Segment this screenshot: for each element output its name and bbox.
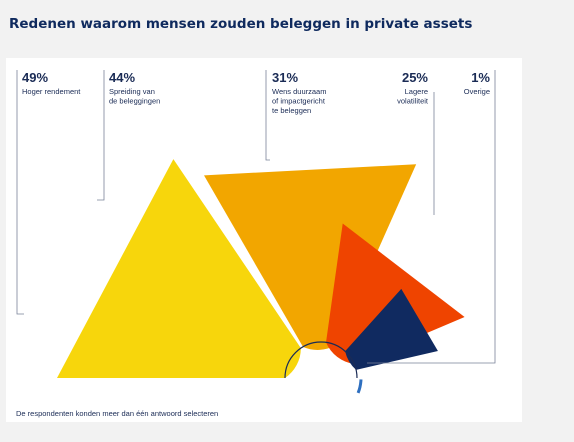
slice-value-label: 31% [272, 70, 298, 85]
page-title: Redenen waarom mensen zouden beleggen in… [9, 16, 473, 32]
slice-category-label: te beleggen [272, 106, 311, 115]
slice-category-label: of impactgericht [272, 97, 326, 106]
slice-layer [57, 159, 465, 394]
pie-slice [326, 223, 465, 364]
pie-slice [57, 159, 301, 378]
slice-category-label: Hoger rendement [22, 87, 81, 96]
leader-line [367, 70, 496, 364]
slice-value-label: 44% [109, 70, 135, 85]
slice-category-label: de beleggingen [109, 97, 160, 106]
slice-category-label: Wens duurzaam [272, 87, 326, 96]
pie-slice [204, 164, 417, 350]
slice-category-label: Spreiding van [109, 87, 155, 96]
footnote: De respondenten konden meer dan één antw… [16, 409, 219, 418]
slice-value-label: 25% [402, 70, 428, 85]
pie-slice [345, 288, 438, 370]
pie-slice [356, 379, 363, 394]
slice-value-label: 49% [22, 70, 48, 85]
slice-category-label: Overige [464, 87, 490, 96]
leader-layer [16, 70, 496, 364]
slice-value-label: 1% [471, 70, 490, 85]
leader-line [16, 70, 24, 315]
inner-hole-outline [284, 341, 358, 379]
leader-line [97, 70, 105, 201]
leader-line [265, 70, 270, 161]
slice-category-label: Lagere [405, 87, 428, 96]
slice-category-label: volatiliteit [397, 97, 429, 106]
